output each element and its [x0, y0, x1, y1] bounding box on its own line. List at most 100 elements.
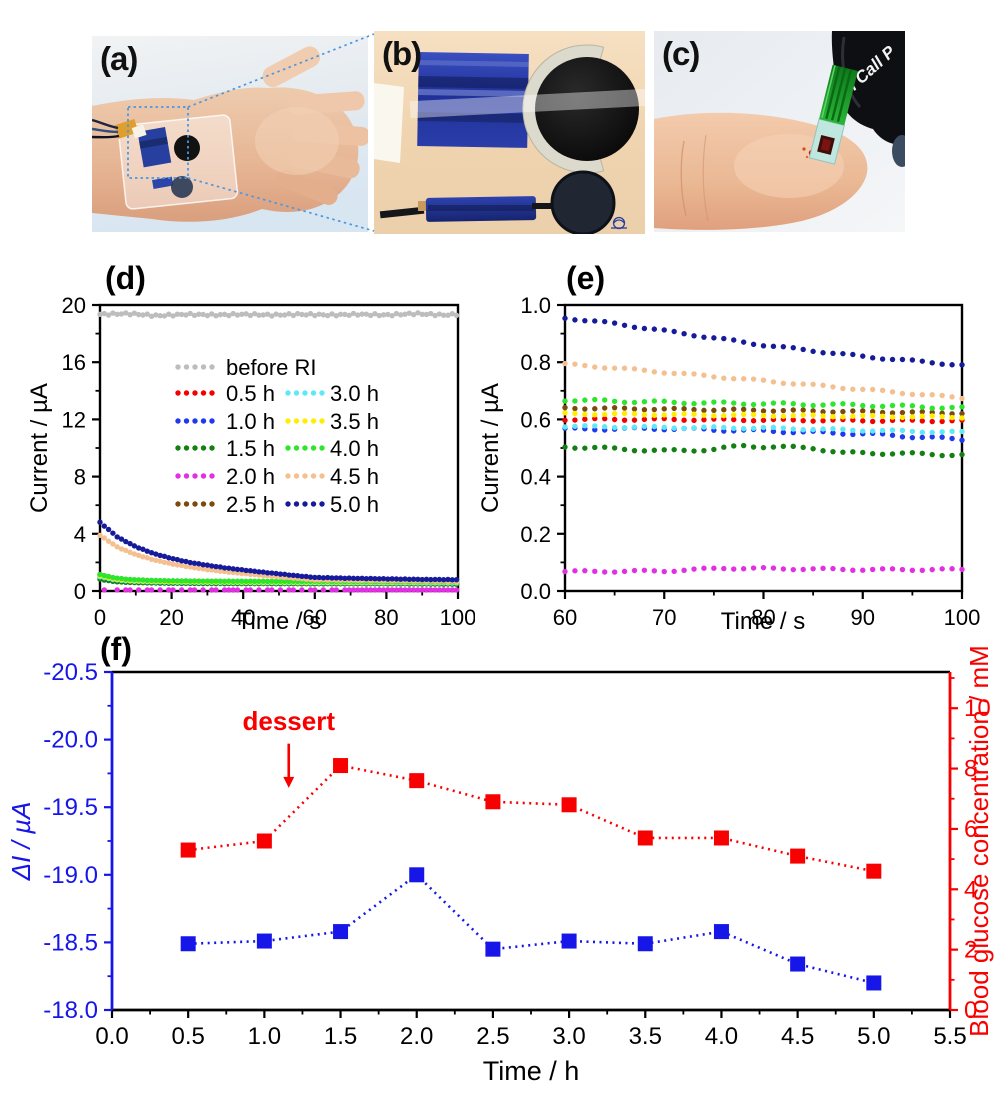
legend-marker	[183, 390, 190, 396]
legend-marker	[302, 418, 308, 424]
panel-label-c: (c)	[662, 35, 700, 72]
series-3.0-h	[562, 423, 965, 436]
legend-label: 3.5 h	[330, 409, 379, 434]
y-tick-label: 0.4	[520, 465, 551, 490]
legend-marker	[209, 390, 215, 396]
legend-marker	[175, 473, 181, 479]
data-marker	[637, 830, 653, 846]
legend-label: 5.0 h	[330, 492, 379, 517]
annotation-arrow-head	[283, 776, 295, 788]
legend-marker	[192, 473, 198, 479]
plot-frame	[98, 303, 460, 593]
series-3.5-h	[562, 410, 965, 421]
series-1.5-h	[562, 442, 965, 459]
x-tick-label: 4.5	[781, 1023, 814, 1050]
x-tick-label: 0.5	[171, 1023, 204, 1050]
legend-marker	[285, 418, 291, 424]
y-tick-label: 0	[964, 997, 977, 1024]
x-tick-label: 5.0	[857, 1023, 890, 1050]
data-marker	[790, 848, 806, 864]
photo-b-illustration	[374, 31, 645, 234]
y-tick-label: -18.5	[43, 929, 98, 956]
y-tick-label: 4	[964, 876, 977, 903]
legend-marker	[175, 445, 181, 451]
legend-marker	[209, 473, 215, 479]
paper-tab	[374, 83, 404, 163]
left-y-axis-label: ΔI / µA	[6, 802, 36, 882]
series-2.0-h	[562, 564, 965, 575]
legend-marker	[319, 501, 325, 507]
y-tick-label: 16	[62, 350, 86, 375]
y-tick-label: 8	[74, 465, 86, 490]
x-axis-label: Time / h	[483, 1056, 580, 1086]
data-marker	[561, 933, 577, 949]
legend-label: 4.5 h	[330, 464, 379, 489]
x-tick-label: 3.5	[629, 1023, 662, 1050]
x-tick-label: 2.0	[400, 1023, 433, 1050]
series-delta-current	[180, 867, 882, 991]
panel-label-b: (b)	[382, 35, 422, 72]
logo-mark	[611, 216, 627, 230]
y-tick-label: 0.6	[520, 407, 551, 432]
legend-marker	[183, 473, 190, 479]
legend-marker	[175, 390, 181, 396]
legend-marker	[319, 445, 325, 451]
legend-marker	[200, 445, 207, 451]
working-electrode	[174, 135, 200, 161]
y-axis-label: Current / µA	[480, 383, 504, 513]
photo-c-illustration: n Call P	[654, 31, 905, 232]
x-axis-label: Time / s	[721, 608, 805, 635]
data-marker	[561, 797, 577, 813]
x-tick-label: 100	[944, 605, 981, 630]
x-tick-label: 3.0	[552, 1023, 585, 1050]
x-tick-label: 0	[94, 605, 106, 630]
legend-label: 1.5 h	[226, 436, 275, 461]
y-tick-label: 20	[62, 293, 86, 318]
legend-marker	[293, 418, 300, 424]
legend: before RI0.5 h 1.0 h1.5 h 2.0 h 2.5 h 3.0 h 3…	[175, 355, 379, 517]
legend-marker	[200, 473, 207, 479]
black-electrode	[535, 57, 639, 161]
y-tick-label: 2	[964, 937, 977, 964]
y-tick-label: -19.0	[43, 862, 98, 889]
right-y-axis-label: Blood glucose concentration / mM	[964, 645, 994, 1037]
data-marker	[713, 830, 729, 846]
panel-title: (d)	[105, 260, 146, 296]
chart-deltaI-glucose: 0.0 0.5 1.0 1.5 2.0 2.5 3.0 3.5 4.0 4.5 5.0 5.5 -20.…	[6, 631, 994, 1086]
legend-marker	[302, 473, 308, 479]
legend-marker	[310, 418, 317, 424]
legend-label: 3.0 h	[330, 381, 379, 406]
selection-rect	[127, 106, 189, 179]
x-tick-label: 90	[851, 605, 875, 630]
x-tick-label: 5.5	[933, 1023, 966, 1050]
legend-marker	[285, 473, 291, 479]
legend-marker	[200, 364, 207, 370]
legend-marker	[175, 364, 181, 370]
x-tick-label: 0.0	[95, 1023, 128, 1050]
legend-marker	[310, 445, 317, 451]
data-marker	[637, 936, 653, 952]
chart-current-vs-time-zoom: 60 70 80 90 100 0.0 0.2 0.4 0.6 0.8 1.0 (e) Time / s…	[480, 260, 981, 635]
y-tick-label: 0	[74, 579, 86, 604]
legend-marker	[310, 390, 317, 396]
x-tick-label: 1.5	[324, 1023, 357, 1050]
test-strip	[808, 64, 858, 165]
photo-wrist-sensor: (a)	[92, 36, 368, 232]
series-0.5-h	[562, 415, 965, 425]
legend-marker	[209, 445, 215, 451]
y-tick-label: 0.0	[520, 579, 551, 604]
photo-finger-test: n Call P	[654, 31, 905, 232]
legend-marker	[183, 445, 190, 451]
legend-marker	[319, 390, 325, 396]
legend-label: 1.0 h	[226, 409, 275, 434]
panel-title: (e)	[566, 260, 605, 296]
x-tick-label: 40	[231, 605, 255, 630]
legend-label: 4.0 h	[330, 436, 379, 461]
legend-marker	[183, 501, 190, 507]
y-tick-label: 4	[74, 522, 86, 547]
legend-label: 2.0 h	[226, 464, 275, 489]
counter-electrode	[171, 176, 193, 198]
data-marker	[409, 773, 425, 789]
y-tick-label: -20.5	[43, 659, 98, 686]
